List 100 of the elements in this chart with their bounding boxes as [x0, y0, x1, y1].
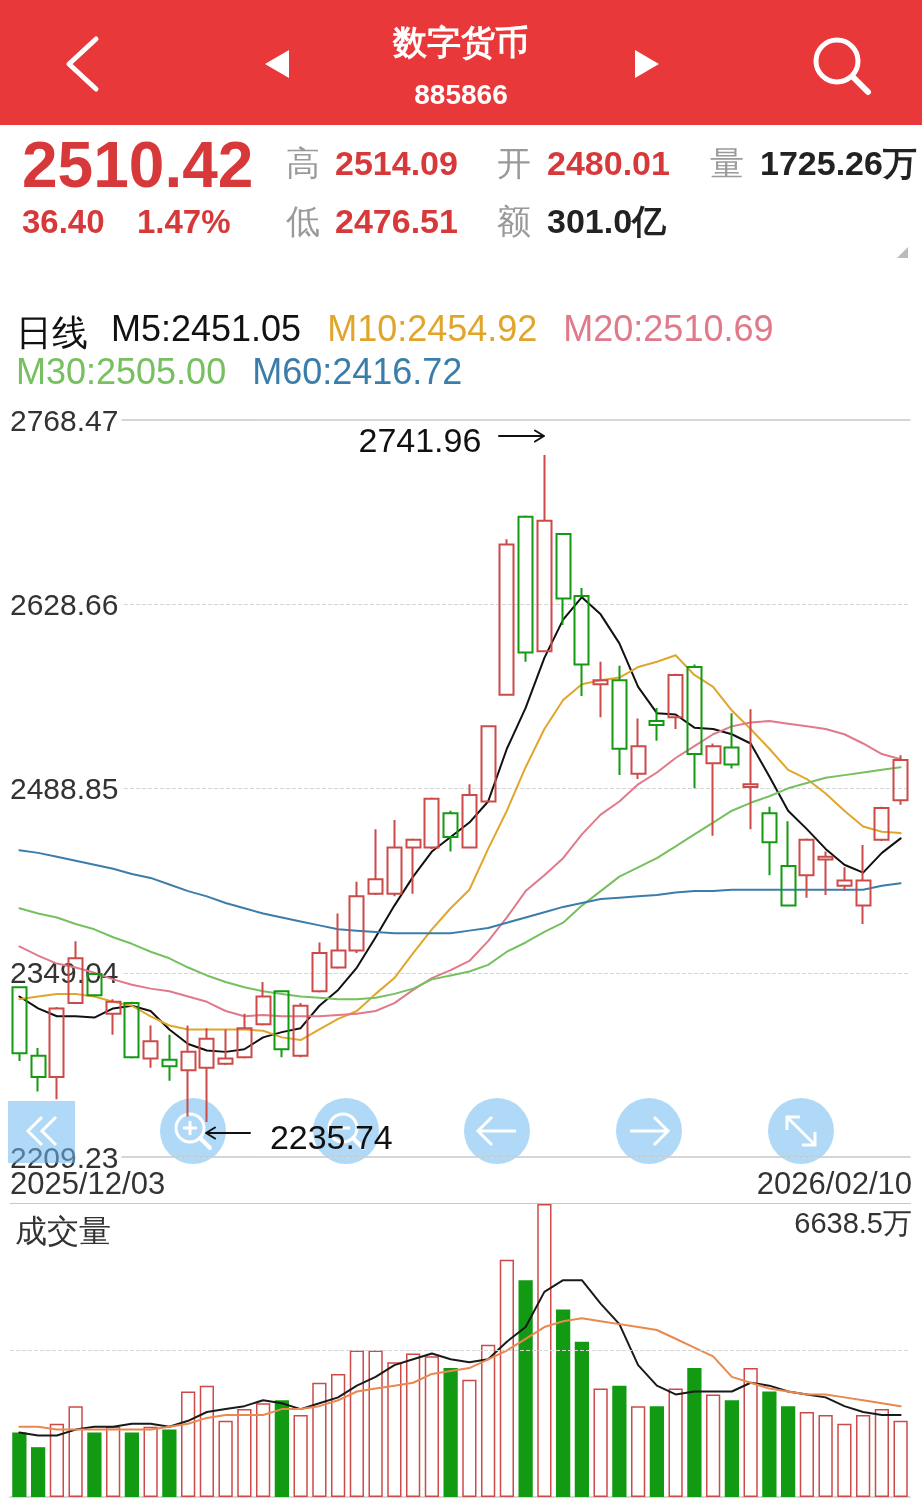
- bar: [687, 1368, 702, 1497]
- text: 额: [497, 202, 531, 240]
- candlestick: [798, 837, 815, 899]
- candlestick: [611, 664, 628, 777]
- text: 2476.51: [335, 202, 458, 240]
- y-tick-label: 2768.47: [10, 403, 119, 437]
- bar: [874, 1409, 889, 1497]
- bar: [312, 1382, 327, 1497]
- bar: [668, 1388, 683, 1497]
- candlestick: [105, 998, 122, 1036]
- candlestick: [836, 866, 853, 893]
- bar: [762, 1391, 777, 1497]
- bar: [743, 1368, 758, 1497]
- text: 高: [286, 144, 320, 182]
- text: 2026/02/10: [756, 1165, 912, 1201]
- candlestick: [536, 453, 553, 653]
- candlestick: [555, 532, 572, 626]
- candlestick: [517, 514, 534, 663]
- candlestick: [236, 1012, 253, 1060]
- text: 开: [497, 144, 531, 182]
- bar: [218, 1420, 233, 1497]
- candlestick: [573, 586, 590, 698]
- bar: [499, 1259, 514, 1497]
- candlestick: [686, 663, 703, 790]
- bar: [856, 1414, 871, 1497]
- bar: [256, 1403, 271, 1497]
- bar: [49, 1423, 64, 1497]
- text: 1725.26万: [760, 144, 917, 182]
- bar: [199, 1385, 214, 1497]
- candlestick: [273, 990, 290, 1059]
- line-series: [18, 849, 902, 935]
- bar: [274, 1400, 289, 1497]
- bar: [87, 1432, 102, 1497]
- candlestick: [723, 712, 740, 770]
- text: M5:2451.05: [111, 307, 302, 349]
- candlestick: [423, 796, 440, 850]
- bar: [293, 1414, 308, 1497]
- bar: [781, 1406, 796, 1497]
- candlestick: [30, 1046, 47, 1093]
- text: 2514.09: [335, 144, 458, 182]
- candlestick: [311, 941, 328, 994]
- text: M60:2416.72: [252, 350, 463, 392]
- candlestick: [161, 1033, 178, 1082]
- bar: [706, 1394, 721, 1497]
- bar: [162, 1429, 177, 1497]
- bar: [387, 1362, 402, 1497]
- bar: [556, 1309, 571, 1497]
- text: 1.47%: [137, 202, 231, 240]
- bar: [799, 1412, 814, 1497]
- candlestick: [817, 850, 834, 897]
- bar: [837, 1423, 852, 1497]
- candlestick: [48, 1006, 65, 1101]
- candlestick: [367, 828, 384, 897]
- text: 2510.42: [22, 129, 254, 201]
- annotation: 6638.5万: [794, 1206, 912, 1239]
- bar: [368, 1350, 383, 1497]
- bar: [612, 1385, 627, 1497]
- candlestick: [348, 880, 365, 955]
- bar: [443, 1368, 458, 1497]
- annotation: 2235.74: [269, 1118, 393, 1157]
- bar: [481, 1344, 496, 1497]
- y-tick-label: 2628.66: [10, 587, 119, 621]
- candlestick: [873, 805, 890, 843]
- bar: [724, 1400, 739, 1497]
- legend-title: 日线: [16, 311, 88, 353]
- bar: [518, 1280, 533, 1497]
- text: 36.40: [22, 202, 105, 240]
- bar: [68, 1406, 83, 1497]
- annotation: 2741.96: [358, 420, 482, 459]
- chart-title: 成交量: [15, 1213, 111, 1249]
- bar: [649, 1406, 664, 1497]
- candlestick: [780, 820, 797, 907]
- text: 2480.01: [547, 144, 670, 182]
- candlestick: [461, 783, 478, 849]
- candlestick: [892, 754, 909, 806]
- candlestick: [386, 818, 403, 898]
- candlestick: [142, 1024, 159, 1069]
- text: 低: [286, 202, 320, 240]
- bar: [331, 1373, 346, 1497]
- bar: [593, 1388, 608, 1497]
- candlestick: [742, 708, 759, 831]
- bar: [537, 1204, 552, 1497]
- candlestick: [592, 660, 609, 719]
- candlestick: [442, 809, 459, 853]
- bar: [181, 1391, 196, 1497]
- candlestick: [11, 986, 28, 1063]
- text: M10:2454.92: [327, 307, 538, 349]
- bar: [406, 1353, 421, 1497]
- candlestick: [667, 672, 684, 730]
- bar: [574, 1341, 589, 1497]
- candlestick: [198, 1027, 215, 1124]
- candlestick: [705, 742, 722, 837]
- text: 301.0亿: [547, 202, 667, 240]
- bar: [893, 1420, 908, 1497]
- candlestick: [648, 706, 665, 742]
- bar: [818, 1414, 833, 1497]
- candlestick: [855, 843, 872, 926]
- candlestick: [330, 912, 347, 970]
- candlestick: [255, 981, 272, 1027]
- text: 量: [710, 144, 744, 182]
